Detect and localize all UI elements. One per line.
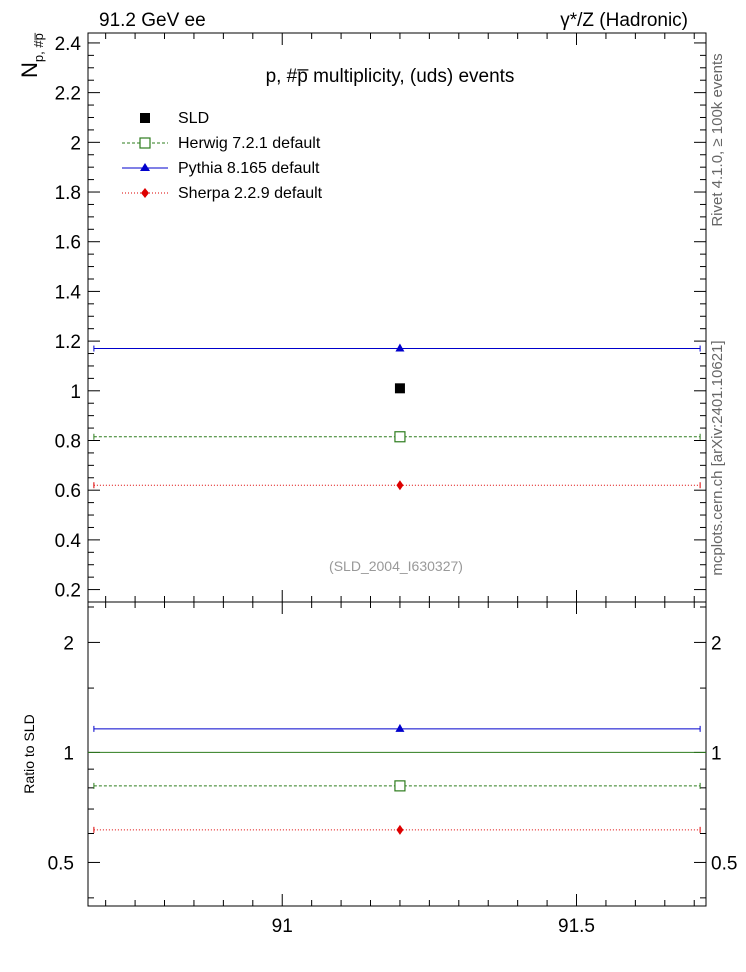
y-axis-title: Np, #p̅ [17, 33, 46, 78]
y-axis-title-main: N [17, 62, 42, 78]
ratio-xtick-label: 91.5 [558, 916, 595, 937]
main-marker-sherpa [396, 480, 404, 491]
ratio-marker-pythia [395, 723, 405, 732]
y-axis-title-sub: p, #p̅ [31, 33, 46, 62]
legend-entry-sld[interactable]: SLD [140, 110, 209, 127]
ratio-ytick-label-right: 2 [711, 633, 722, 654]
process-label: γ*/Z (Hadronic) [560, 10, 688, 31]
ratio-marker-sherpa [396, 824, 404, 835]
legend-label-sherpa: Sherpa 2.2.9 default [178, 185, 323, 202]
ratio-marker-herwig [394, 780, 406, 792]
ratio-panel-frame [87, 601, 707, 907]
legend-marker-sld [140, 113, 150, 123]
ratio-ytick-label-right: 0.5 [711, 853, 737, 874]
main-ytick-label: 0.4 [55, 531, 82, 552]
mcplots-label: mcplots.cern.ch [arXiv:2401.10621] [709, 340, 726, 575]
legend-entry-herwig[interactable]: Herwig 7.2.1 default [122, 135, 321, 152]
main-marker-pythia [395, 343, 405, 352]
main-title: p, #p̅ multiplicity, (uds) events [266, 66, 515, 87]
main-ytick-label: 1 [70, 382, 81, 403]
ratio-series [88, 723, 706, 835]
main-ytick-label: 2 [70, 133, 81, 154]
ratio-x-ticks: 91 91.5 [105, 602, 695, 937]
legend-entry-pythia[interactable]: Pythia 8.165 default [122, 160, 320, 177]
ratio-xtick-label: 91 [272, 916, 293, 937]
ratio-y-axis-title: Ratio to SLD [21, 714, 37, 793]
ratio-ytick-label: 1 [63, 743, 74, 764]
ratio-panel: 0.5 0.5 1 1 2 2 91 91.5 Ratio to SLD [21, 601, 737, 937]
main-ytick-label: 1.4 [55, 282, 82, 303]
legend-label-sld: SLD [178, 110, 209, 127]
legend-label-pythia: Pythia 8.165 default [178, 160, 320, 177]
main-series [93, 343, 701, 491]
energy-label: 91.2 GeV ee [99, 10, 206, 31]
legend: SLD Herwig 7.2.1 default Pythia 8.165 de… [122, 110, 323, 202]
main-x-ticks [105, 33, 695, 602]
main-marker-data [394, 383, 405, 394]
ratio-ytick-label: 2 [63, 633, 74, 654]
main-ytick-label: 1.2 [55, 332, 81, 353]
analysis-watermark: (SLD_2004_I630327) [329, 558, 463, 574]
legend-label-herwig: Herwig 7.2.1 default [178, 135, 321, 152]
rivet-label: Rivet 4.1.0, ≥ 100k events [709, 53, 726, 226]
main-ytick-label: 1.8 [55, 183, 81, 204]
legend-marker-pythia [140, 163, 150, 171]
ratio-ytick-label-right: 1 [711, 743, 722, 764]
main-ytick-label: 0.8 [55, 431, 81, 452]
main-marker-herwig [394, 431, 406, 443]
main-ytick-label: 0.6 [55, 481, 81, 502]
legend-marker-herwig [139, 137, 151, 149]
main-panel: 0.2 0.4 0.6 0.8 1 1.2 1.4 1.6 1.8 2 2.2 2.4 p, #p̅ … [17, 32, 707, 603]
legend-marker-sherpa [141, 188, 149, 198]
main-y-ticks: 0.2 0.4 0.6 0.8 1 1.2 1.4 1.6 1.8 2 2.2 2.4 [55, 34, 706, 602]
ratio-ytick-label: 0.5 [48, 853, 74, 874]
main-ytick-label: 2.4 [55, 34, 82, 55]
legend-entry-sherpa[interactable]: Sherpa 2.2.9 default [122, 185, 323, 202]
main-ytick-label: 2.2 [55, 84, 81, 105]
main-ytick-label: 1.6 [55, 233, 81, 254]
main-ytick-label: 0.2 [55, 581, 81, 602]
